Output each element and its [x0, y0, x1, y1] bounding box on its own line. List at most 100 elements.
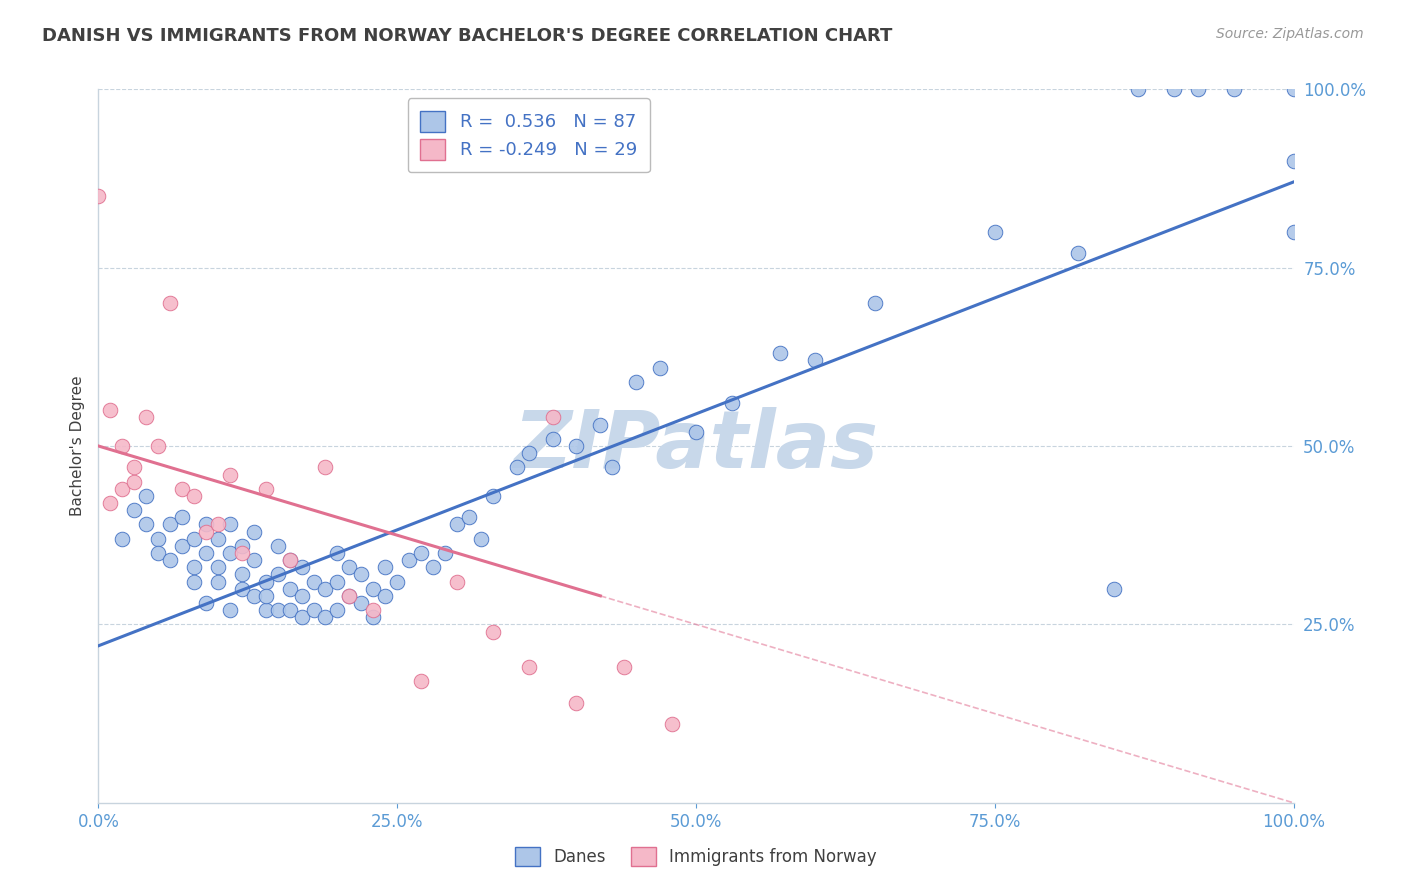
Point: [219, 517, 242, 532]
Point: [194, 546, 217, 560]
Point: [374, 589, 396, 603]
Point: [219, 467, 242, 482]
Point: [254, 603, 277, 617]
Point: [624, 375, 647, 389]
Point: [219, 603, 242, 617]
Point: [565, 439, 588, 453]
Point: [231, 546, 253, 560]
Point: [219, 546, 242, 560]
Point: [290, 589, 312, 603]
Point: [337, 589, 360, 603]
Point: [481, 624, 505, 639]
Point: [517, 660, 540, 674]
Point: [589, 417, 612, 432]
Point: [768, 346, 790, 360]
Point: [87, 189, 110, 203]
Point: [350, 596, 373, 610]
Text: DANISH VS IMMIGRANTS FROM NORWAY BACHELOR'S DEGREE CORRELATION CHART: DANISH VS IMMIGRANTS FROM NORWAY BACHELO…: [42, 27, 893, 45]
Point: [337, 589, 360, 603]
Point: [326, 546, 349, 560]
Point: [207, 574, 229, 589]
Point: [135, 517, 157, 532]
Point: [135, 410, 157, 425]
Point: [446, 517, 468, 532]
Point: [254, 482, 277, 496]
Point: [315, 582, 337, 596]
Point: [98, 403, 122, 417]
Point: [159, 517, 181, 532]
Point: [350, 567, 373, 582]
Point: [541, 410, 564, 425]
Point: [411, 674, 433, 689]
Point: [648, 360, 672, 375]
Point: [302, 574, 325, 589]
Point: [278, 553, 301, 567]
Point: [863, 296, 886, 310]
Point: [290, 560, 312, 574]
Point: [243, 524, 266, 539]
Point: [661, 717, 683, 731]
Point: [1067, 246, 1090, 260]
Text: ZIPatlas: ZIPatlas: [513, 407, 879, 485]
Point: [148, 439, 170, 453]
Point: [506, 460, 529, 475]
Point: [1282, 225, 1305, 239]
Point: [326, 603, 349, 617]
Point: [613, 660, 636, 674]
Point: [243, 553, 266, 567]
Point: [172, 482, 194, 496]
Point: [278, 582, 301, 596]
Point: [207, 532, 229, 546]
Point: [148, 532, 170, 546]
Point: [433, 546, 456, 560]
Point: [302, 603, 325, 617]
Point: [517, 446, 540, 460]
Point: [278, 553, 301, 567]
Point: [111, 482, 134, 496]
Point: [422, 560, 444, 574]
Point: [1128, 82, 1150, 96]
Point: [983, 225, 1005, 239]
Point: [267, 603, 290, 617]
Legend: Danes, Immigrants from Norway: Danes, Immigrants from Norway: [509, 840, 883, 873]
Point: [254, 574, 277, 589]
Point: [1187, 82, 1209, 96]
Point: [1282, 82, 1305, 96]
Point: [124, 503, 146, 517]
Point: [98, 496, 122, 510]
Y-axis label: Bachelor's Degree: Bachelor's Degree: [69, 376, 84, 516]
Point: [1102, 582, 1125, 596]
Point: [278, 603, 301, 617]
Point: [172, 510, 194, 524]
Point: [363, 603, 385, 617]
Point: [111, 532, 134, 546]
Point: [1222, 82, 1246, 96]
Point: [267, 567, 290, 582]
Point: [458, 510, 481, 524]
Point: [374, 560, 396, 574]
Point: [194, 517, 217, 532]
Point: [363, 582, 385, 596]
Point: [446, 574, 468, 589]
Point: [159, 296, 181, 310]
Point: [363, 610, 385, 624]
Point: [337, 560, 360, 574]
Point: [411, 546, 433, 560]
Point: [124, 475, 146, 489]
Point: [1163, 82, 1185, 96]
Point: [600, 460, 623, 475]
Point: [267, 539, 290, 553]
Point: [481, 489, 505, 503]
Point: [124, 460, 146, 475]
Point: [207, 560, 229, 574]
Point: [315, 610, 337, 624]
Point: [231, 567, 253, 582]
Point: [194, 524, 217, 539]
Point: [804, 353, 827, 368]
Point: [541, 432, 564, 446]
Point: [135, 489, 157, 503]
Point: [243, 589, 266, 603]
Point: [721, 396, 744, 410]
Point: [565, 696, 588, 710]
Point: [172, 539, 194, 553]
